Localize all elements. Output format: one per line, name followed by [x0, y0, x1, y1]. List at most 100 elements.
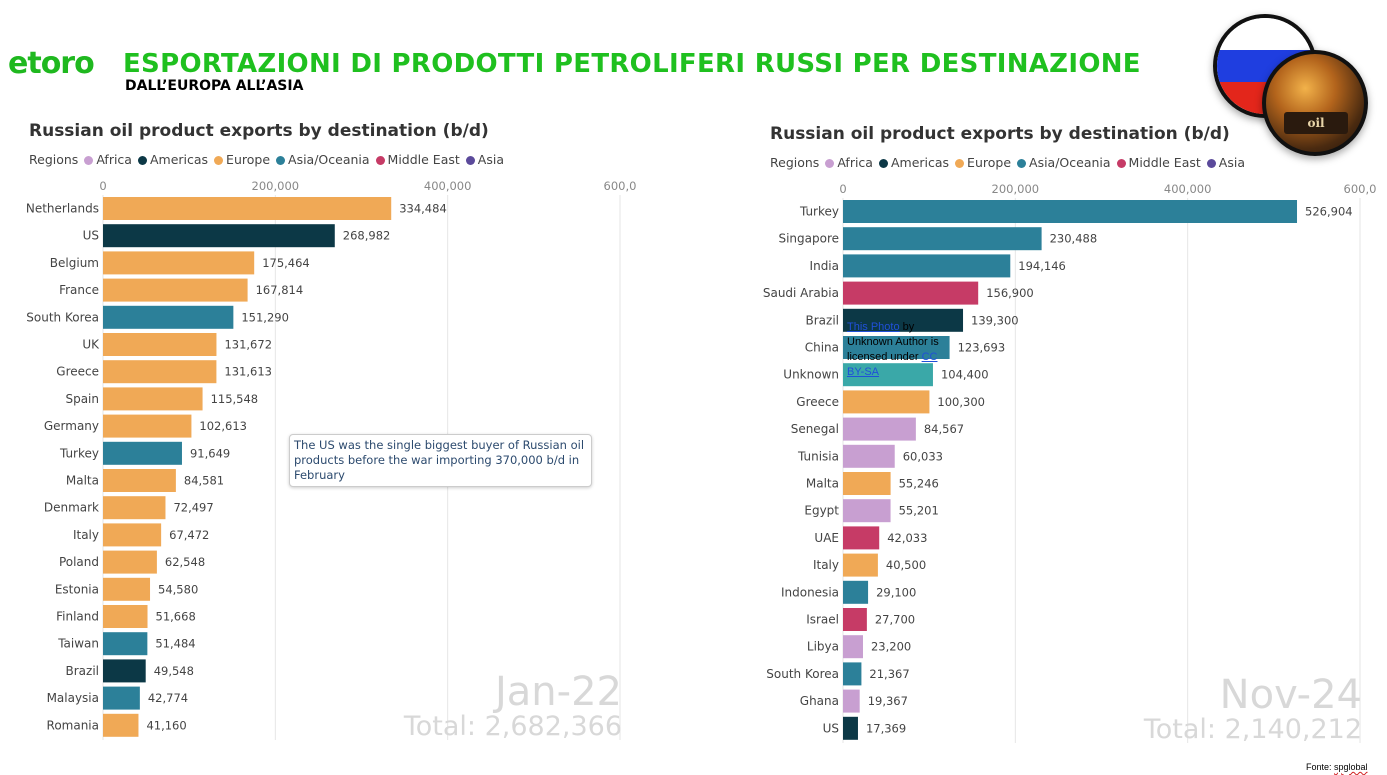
bar [843, 444, 895, 468]
value-label: 19,367 [868, 694, 908, 708]
legend-item-middle-east[interactable]: Middle East [1116, 155, 1201, 170]
value-label: 100,300 [937, 395, 985, 409]
legend-swatch [955, 159, 965, 168]
legend-item-middle-east[interactable]: Middle East [375, 152, 460, 167]
x-tick-label: 600,0 [1344, 182, 1377, 196]
legend-text: Americas [149, 152, 209, 167]
category-label: Finland [56, 610, 99, 624]
value-label: 268,982 [343, 229, 391, 243]
category-label: Brazil [66, 664, 100, 678]
legend-text: Asia [477, 152, 504, 167]
legend-swatch [276, 156, 286, 165]
legend-swatch [214, 156, 224, 165]
legend-swatch [1206, 159, 1216, 168]
bar [843, 363, 933, 387]
category-label: US [823, 721, 839, 735]
category-label: Malaysia [47, 691, 99, 705]
legend-item-africa[interactable]: Africa [84, 152, 132, 167]
x-tick-label: 200,000 [252, 179, 300, 193]
bar [103, 333, 217, 356]
bar [103, 278, 248, 302]
bar [103, 305, 234, 329]
legend-swatch [1116, 159, 1126, 168]
legend-item-asia-oceania[interactable]: Asia/Oceania [1017, 155, 1111, 170]
value-label: 84,581 [184, 474, 224, 488]
bar [103, 496, 166, 520]
bar [843, 499, 891, 523]
value-label: 131,613 [224, 365, 272, 379]
bar [843, 472, 891, 495]
legend-swatch [84, 156, 94, 165]
bar [843, 227, 1042, 251]
bar [103, 387, 203, 411]
category-label: Tunisia [797, 449, 839, 463]
total-watermark: Total: 2,682,366 [403, 711, 622, 742]
value-label: 151,290 [241, 310, 289, 324]
category-label: Saudi Arabia [763, 286, 839, 300]
value-label: 67,472 [169, 528, 209, 542]
legend-swatch [465, 156, 475, 165]
category-label: Turkey [59, 446, 99, 460]
category-label: France [59, 283, 99, 297]
value-label: 84,567 [924, 422, 964, 436]
category-label: Singapore [778, 232, 839, 246]
source-note: Fonte: spglobal [1306, 762, 1368, 772]
legend-item-asia[interactable]: Asia [1206, 155, 1245, 170]
category-label: Israel [806, 613, 839, 627]
oil-barrel-image: oil [1262, 50, 1368, 156]
legend-text: Asia/Oceania [1029, 155, 1111, 170]
category-label: Malta [806, 477, 839, 491]
category-label: South Korea [26, 310, 99, 324]
bar [103, 197, 392, 220]
legend-item-europe[interactable]: Europe [955, 155, 1011, 170]
value-label: 54,580 [158, 582, 198, 596]
value-label: 72,497 [173, 501, 213, 515]
category-label: Poland [59, 555, 99, 569]
category-label: Estonia [55, 582, 99, 596]
legend-item-asia-oceania[interactable]: Asia/Oceania [276, 152, 370, 167]
category-label: UK [82, 338, 100, 352]
value-label: 17,369 [866, 721, 906, 735]
chart-left-title: Russian oil product exports by destinati… [29, 121, 489, 141]
source-name: spglobal [1334, 762, 1368, 772]
category-label: Malta [66, 474, 99, 488]
legend-item-americas[interactable]: Americas [137, 152, 209, 167]
photo-credit-text: by Unknown Author is licensed under [847, 321, 939, 363]
legend-text: Africa [837, 155, 873, 170]
license-link[interactable]: CC BY-SA [847, 351, 938, 378]
bar [843, 635, 863, 659]
bar [103, 251, 255, 275]
bar [843, 417, 916, 441]
legend-item-europe[interactable]: Europe [214, 152, 270, 167]
source-prefix: Fonte: [1306, 762, 1335, 772]
bar [843, 254, 1011, 278]
category-label: Egypt [804, 504, 839, 518]
x-tick-label: 200,000 [992, 182, 1040, 196]
bar [843, 390, 930, 414]
barrel-label: oil [1284, 112, 1348, 134]
x-tick-label: 0 [839, 182, 846, 196]
bar [103, 659, 146, 683]
bar [103, 441, 182, 465]
value-label: 175,464 [262, 256, 310, 270]
legend-text: Asia/Oceania [288, 152, 370, 167]
legend-item-americas[interactable]: Americas [878, 155, 949, 170]
category-label: Taiwan [57, 637, 99, 651]
category-label: South Korea [766, 667, 839, 681]
bar [843, 580, 869, 604]
category-label: Turkey [799, 205, 839, 219]
legend-item-africa[interactable]: Africa [825, 155, 873, 170]
value-label: 23,200 [871, 640, 911, 654]
bar [843, 689, 860, 713]
category-label: Germany [44, 419, 99, 433]
legend-text: Europe [226, 152, 271, 167]
x-tick-label: 0 [99, 179, 106, 193]
legend-label: Regions [770, 155, 820, 170]
legend-item-asia[interactable]: Asia [465, 152, 504, 167]
value-label: 29,100 [876, 585, 916, 599]
value-label: 55,246 [899, 477, 939, 491]
category-label: Italy [73, 528, 99, 542]
photo-credit-link[interactable]: This Photo [847, 321, 900, 333]
value-label: 40,500 [886, 558, 926, 572]
